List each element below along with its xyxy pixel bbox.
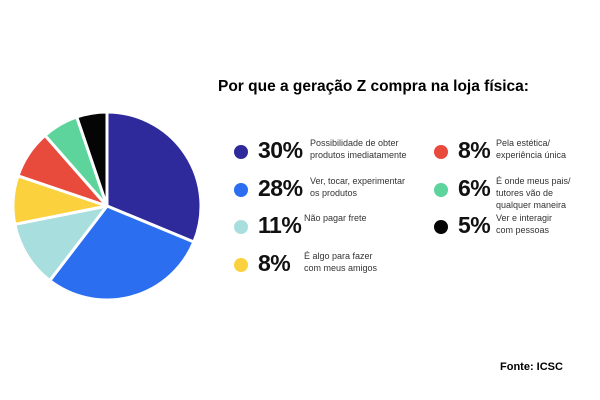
- legend-dot: [434, 145, 448, 159]
- legend-description-line: Pela estética/: [496, 138, 551, 148]
- legend-description-line: com pessoas: [496, 225, 550, 235]
- legend-percent: 5%: [458, 212, 491, 238]
- legend-description: É algo para fazer com meus amigos: [304, 250, 377, 274]
- legend-description-line: qualquer maneira: [496, 200, 567, 210]
- legend-dot: [234, 220, 248, 234]
- legend-description-line: tutores vão de: [496, 188, 554, 198]
- legend-percent: 8%: [458, 137, 491, 163]
- legend-percent: 8%: [258, 250, 291, 276]
- legend-dot: [434, 183, 448, 197]
- legend-description-line: com meus amigos: [304, 263, 378, 273]
- legend-description-line: É onde meus pais/: [496, 176, 571, 186]
- legend-description: Ver, tocar, experimentar os produtos: [310, 175, 405, 199]
- legend-description: Pela estética/experiência única: [496, 137, 566, 161]
- legend-description-line: os produtos: [310, 188, 358, 198]
- legend-description-line: produtos imediatamente: [310, 150, 407, 160]
- legend-dot: [234, 183, 248, 197]
- pie-slice-6: [75, 110, 109, 208]
- pie-slice-0: [105, 110, 203, 244]
- legend-percent: 28%: [258, 175, 303, 201]
- legend-description-line: Possibilidade de obter: [310, 138, 399, 148]
- legend-description: Possibilidade de obter produtos imediatam…: [310, 137, 407, 161]
- chart-title: Por que a geração Z compra na loja físic…: [218, 78, 529, 95]
- legend-description-line: Ver, tocar, experimentar: [310, 176, 406, 186]
- legend-description-line: Não pagar frete: [304, 213, 367, 223]
- legend-dot: [234, 145, 248, 159]
- legend-description-line: experiência única: [496, 150, 567, 160]
- legend-description: Ver e interagir com pessoas: [496, 212, 552, 236]
- legend-percent: 30%: [258, 137, 303, 163]
- pie-slice-1: [48, 204, 196, 302]
- legend-description-line: É algo para fazer: [304, 251, 373, 261]
- legend-dot: [434, 220, 448, 234]
- legend-percent: 6%: [458, 175, 491, 201]
- legend-description: É onde meus pais/tutores vão de qualquer …: [496, 175, 571, 211]
- legend-percent: 11%: [258, 212, 302, 238]
- source-label: Fonte: ICSC: [500, 361, 563, 373]
- legend-description-line: Ver e interagir: [496, 213, 553, 223]
- legend-description: Não pagar frete: [304, 212, 367, 224]
- legend-dot: [234, 258, 248, 272]
